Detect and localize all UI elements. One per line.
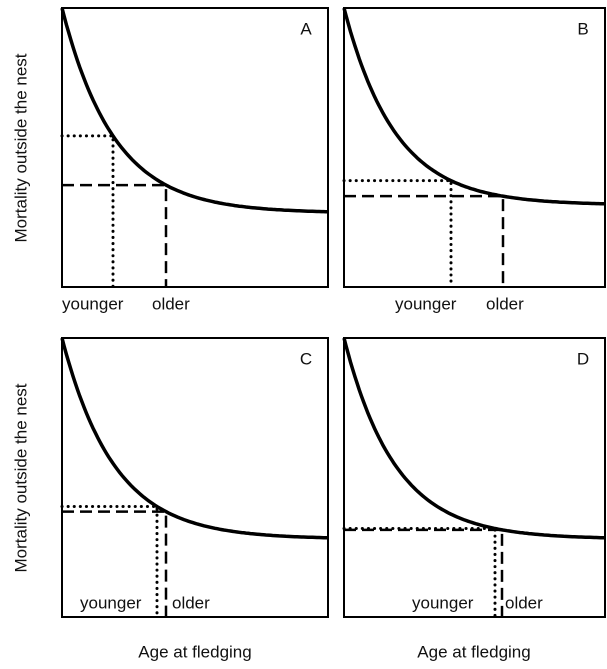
younger-label: younger xyxy=(80,593,142,612)
younger-label: younger xyxy=(395,294,457,313)
younger-guide xyxy=(60,134,115,289)
older-guide xyxy=(344,528,504,617)
panel-frame xyxy=(61,7,329,288)
older-label: older xyxy=(505,593,543,612)
panel-frame xyxy=(343,7,606,288)
younger-guide xyxy=(342,179,453,289)
mortality-curve xyxy=(342,7,606,206)
mortality-curve xyxy=(60,7,329,214)
older-guide xyxy=(344,194,505,287)
y-axis-label: Mortality outside the nest xyxy=(11,53,30,242)
x-axis-label: Age at fledging xyxy=(138,642,251,661)
mortality-curve xyxy=(342,337,606,540)
y-axis-label: Mortality outside the nest xyxy=(11,383,30,572)
older-label: older xyxy=(152,294,190,313)
panel-letter: A xyxy=(300,19,312,38)
x-axis-label: Age at fledging xyxy=(417,642,530,661)
younger-guide xyxy=(342,526,497,619)
younger-label: younger xyxy=(412,593,474,612)
panel-frame xyxy=(343,337,606,618)
younger-guide xyxy=(60,504,159,619)
younger-label: younger xyxy=(62,294,124,313)
panel-letter: D xyxy=(577,349,589,368)
panel-letter: B xyxy=(577,19,588,38)
mortality-curve xyxy=(60,337,329,540)
older-label: older xyxy=(486,294,524,313)
older-label: older xyxy=(172,593,210,612)
panel-letter: C xyxy=(300,349,312,368)
panel-frame xyxy=(61,337,329,618)
older-guide xyxy=(62,183,168,287)
